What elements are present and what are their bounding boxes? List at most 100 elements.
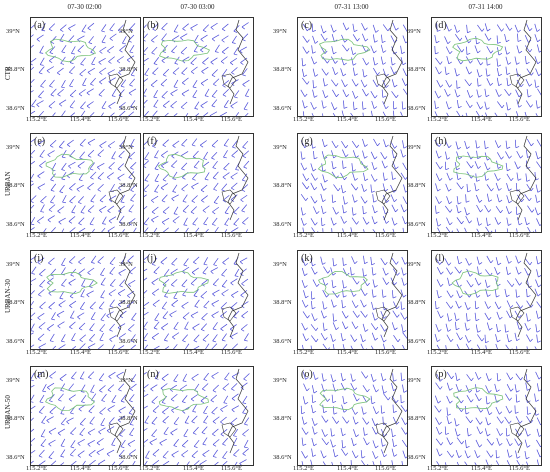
- wind-barb-feather: [79, 180, 82, 181]
- wind-barb: [486, 396, 487, 404]
- wind-barb: [447, 438, 451, 445]
- wind-barb-feather: [163, 145, 166, 147]
- wind-barb-feather: [333, 52, 336, 54]
- wind-barb: [223, 451, 228, 457]
- wind-barb-feather: [450, 272, 452, 275]
- wind-barb: [50, 407, 56, 412]
- wind-barb-feather: [346, 154, 349, 156]
- wind-barb: [42, 384, 46, 391]
- wind-barb-feather: [90, 224, 93, 225]
- wind-barb: [222, 47, 228, 52]
- wind-barb-feather: [365, 28, 367, 30]
- wind-barb: [303, 36, 308, 43]
- wind-barb: [516, 289, 517, 297]
- wind-barb: [221, 324, 228, 329]
- wind-barb: [402, 440, 406, 447]
- wind-barb: [323, 344, 328, 349]
- panel-label: (a): [34, 20, 45, 31]
- wind-barb: [161, 151, 168, 156]
- wind-barb-feather: [57, 315, 60, 317]
- wind-barb: [457, 100, 458, 108]
- wind-barb: [437, 279, 441, 286]
- wind-barb-feather: [530, 262, 532, 265]
- wind-barb: [192, 268, 199, 272]
- wind-barb-feather: [242, 316, 245, 318]
- wind-barb-feather: [449, 85, 451, 88]
- wind-barb-feather: [120, 286, 123, 287]
- wind-barb-feather: [88, 143, 91, 145]
- wind-barb-feather: [38, 188, 41, 190]
- wind-barb: [496, 257, 498, 265]
- y-tick-label: 38.6°N: [407, 338, 426, 345]
- wind-barb: [475, 290, 477, 298]
- wind-barb-feather: [222, 286, 225, 287]
- wind-barb: [200, 140, 206, 145]
- wind-barb-feather: [144, 166, 146, 168]
- wind-barb: [303, 334, 306, 341]
- wind-barb: [69, 322, 75, 327]
- wind-barb: [505, 417, 509, 424]
- wind-barb-feather: [108, 146, 111, 148]
- wind-barb-feather: [354, 200, 357, 202]
- wind-barb-feather: [393, 411, 396, 412]
- wind-barb-feather: [441, 284, 443, 286]
- wind-barb-feather: [304, 75, 307, 77]
- wind-barb-feather: [449, 422, 452, 424]
- wind-barb-feather: [489, 413, 492, 415]
- wind-barb-feather: [448, 41, 451, 43]
- wind-barb: [343, 205, 344, 213]
- wind-barb: [213, 172, 218, 178]
- wind-barb-feather: [144, 106, 145, 107]
- wind-barb: [173, 68, 179, 73]
- wind-barb-feather: [538, 262, 541, 264]
- wind-barb: [212, 462, 218, 465]
- wind-barb-feather: [90, 169, 93, 170]
- wind-barb-feather: [471, 420, 473, 423]
- wind-barb-feather: [395, 209, 397, 212]
- x-tick-label: 115.6°E: [108, 349, 129, 356]
- wind-barb-feather: [202, 433, 205, 434]
- wind-barb-feather: [174, 446, 177, 447]
- wind-barb-feather: [201, 106, 204, 108]
- boundary-line: [510, 423, 524, 437]
- wind-barb: [341, 80, 345, 87]
- panel-label: (o): [301, 369, 313, 380]
- wind-barb: [214, 227, 219, 232]
- wind-barb: [437, 449, 440, 456]
- wind-barb: [205, 172, 209, 179]
- wind-barb: [323, 405, 324, 413]
- wind-barb: [475, 161, 478, 168]
- wind-barb: [101, 24, 106, 31]
- wind-barb: [50, 113, 55, 116]
- wind-barb-feather: [304, 168, 307, 170]
- wind-barb-feather: [161, 85, 164, 87]
- wind-barb: [62, 195, 66, 202]
- wind-barb-feather: [213, 178, 216, 179]
- wind-barb: [363, 217, 367, 224]
- wind-barb-feather: [89, 455, 92, 457]
- wind-barb: [353, 34, 357, 41]
- wind-barb: [62, 150, 66, 157]
- wind-barb: [161, 323, 168, 327]
- wind-barb-feather: [499, 84, 502, 86]
- wind-barb-feather: [31, 224, 34, 225]
- wind-barb: [163, 69, 169, 75]
- wind-barb-feather: [449, 107, 452, 109]
- wind-barb: [477, 102, 481, 109]
- wind-barb-feather: [479, 96, 482, 98]
- wind-barb-feather: [87, 106, 90, 108]
- wind-barb-feather: [530, 28, 533, 30]
- wind-barb: [31, 45, 34, 50]
- wind-barb-feather: [173, 192, 176, 193]
- wind-barb: [381, 57, 383, 65]
- boundary-line: [510, 190, 524, 204]
- wind-barb: [163, 140, 169, 145]
- wind-barb: [351, 47, 353, 55]
- wind-barb-feather: [507, 73, 510, 75]
- wind-barb: [145, 152, 149, 159]
- wind-barb: [457, 438, 462, 445]
- wind-barb: [31, 406, 35, 411]
- wind-barb-feather: [145, 75, 148, 76]
- wind-barb: [131, 313, 136, 319]
- wind-barb-feather: [69, 86, 72, 87]
